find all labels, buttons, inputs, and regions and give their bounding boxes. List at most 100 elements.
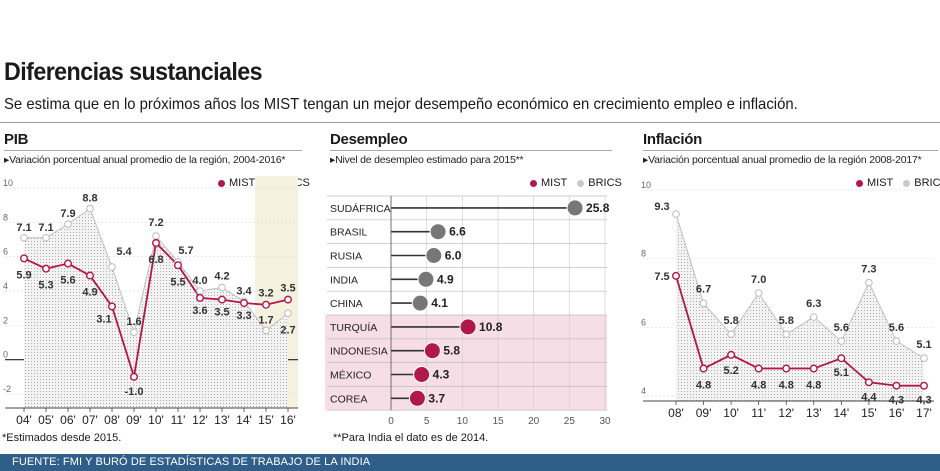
mist-swatch (856, 179, 863, 187)
mist-value-label: 4.4 (861, 391, 877, 403)
page-subtitle: Se estima que en lo próximos años los MI… (4, 96, 798, 113)
mist-point (85, 271, 94, 280)
brics-point (86, 204, 94, 213)
bar-value-label: 4.3 (433, 368, 450, 382)
bar-value-label: 4.1 (431, 296, 448, 310)
bar-value-label: 5.8 (443, 344, 460, 358)
category-label: INDONESIA (330, 346, 388, 358)
brics-value-label: 7.2 (148, 217, 163, 229)
y-tick-label: 6 (3, 247, 8, 257)
brics-value-label: 5.8 (723, 315, 738, 327)
desempleo-chart: 0 5 10 15 20 25 30 SUDÁFRICA 25.8 BRASIL 6.6 RUSIA 6… (325, 195, 611, 427)
mist-value-label: 5.6 (60, 275, 75, 287)
flag-marker (411, 294, 429, 312)
brics-point (130, 328, 138, 336)
mist-point (20, 254, 29, 263)
mist-value-label: 5.3 (38, 280, 53, 292)
brics-point (809, 313, 818, 321)
brics-value-label: 7.3 (861, 264, 876, 276)
desempleo-title: Desempleo (330, 131, 408, 148)
brics-area (24, 208, 288, 408)
x-tick-label: 11' (171, 413, 186, 427)
category-label: CHINA (330, 298, 363, 310)
x-tick-label: 12' (778, 406, 794, 420)
brics-value-label: 7.0 (751, 274, 766, 286)
legend-mist-label: MIST (867, 177, 894, 189)
brics-swatch (577, 179, 585, 187)
bar-value-label: 3.7 (428, 391, 445, 405)
mist-value-label: 3.1 (96, 313, 111, 325)
mist-point (239, 299, 248, 308)
mist-value-label: 4.8 (806, 380, 821, 392)
flag-marker (566, 199, 584, 217)
mist-point (284, 295, 293, 304)
brics-value-label: 8.8 (82, 193, 97, 205)
brics-point (782, 330, 791, 338)
mist-point (173, 261, 182, 270)
mist-swatch (530, 179, 537, 187)
legend-mist-label: MIST (541, 177, 568, 189)
brics-point (20, 233, 28, 242)
pib-title: PIB (4, 131, 29, 148)
brics-point (218, 283, 226, 292)
brics-value-label: 5.7 (178, 245, 193, 257)
mist-value-label: 6.8 (148, 254, 163, 266)
y-tick-label: 0 (3, 350, 8, 360)
mist-point (809, 364, 818, 373)
mist-point (42, 264, 51, 273)
x-tick-label: 08' (668, 406, 684, 420)
brics-point (196, 287, 204, 295)
desempleo-subtitle: Nivel de desempleo estimado para 2015** (330, 154, 524, 166)
mist-point (782, 364, 791, 373)
brics-value-label: 7.1 (38, 222, 53, 234)
x-tick-label: 08' (104, 413, 120, 427)
category-label: SUDÁFRICA (330, 202, 391, 215)
y-tick-label: 4 (641, 386, 646, 396)
x-tick-label: 0 (388, 416, 394, 427)
mist-value-label: 4.3 (916, 395, 931, 407)
inflacion-legend: MIST BRICS (856, 177, 940, 189)
top-divider (0, 122, 940, 123)
x-tick-label: 15' (861, 406, 877, 420)
brics-point (920, 354, 928, 363)
brics-point (754, 289, 763, 297)
mist-value-label: 3.3 (236, 310, 251, 322)
x-tick-label: 09' (696, 406, 712, 420)
x-tick-label: 07' (82, 413, 98, 427)
brics-point (152, 232, 160, 240)
y-tick-label: 6 (641, 317, 646, 327)
category-label: TURQUÍA (330, 321, 377, 334)
y-tick-label: -2 (3, 384, 11, 394)
brics-point (108, 263, 116, 271)
mist-point (727, 350, 736, 359)
mist-point (63, 259, 72, 268)
bar-value-label: 4.9 (437, 272, 454, 286)
category-label: MÉXICO (330, 369, 371, 382)
x-tick-label: 16' (280, 413, 296, 427)
bar-value-label: 25.8 (586, 201, 610, 215)
brics-value-label: 4.2 (214, 271, 229, 283)
brics-point (672, 210, 680, 218)
inflacion-title: Inflación (643, 131, 702, 148)
brics-value-label: 7.1 (16, 222, 31, 234)
mist-point (129, 372, 138, 381)
x-tick-label: 30 (599, 416, 611, 427)
legend-brics-label: BRICS (588, 177, 622, 189)
mist-point (864, 378, 873, 387)
x-tick-label: 13' (806, 406, 822, 420)
brics-value-label: 5.6 (834, 322, 849, 334)
x-tick-label: 17' (916, 406, 932, 420)
brics-point (892, 337, 901, 345)
x-tick-label: 04' (16, 413, 32, 427)
brics-value-label: 1.7 (258, 314, 273, 326)
x-tick-label: 13' (214, 413, 230, 427)
brics-point (262, 326, 270, 335)
mist-swatch (218, 179, 225, 187)
mist-point (920, 381, 929, 390)
x-tick-label: 15 (492, 416, 504, 427)
bar-value-label: 6.0 (445, 249, 462, 263)
brics-point (699, 299, 708, 308)
mist-line (675, 275, 924, 387)
brics-value-label: 6.3 (806, 298, 821, 310)
category-label: INDIA (330, 274, 358, 286)
